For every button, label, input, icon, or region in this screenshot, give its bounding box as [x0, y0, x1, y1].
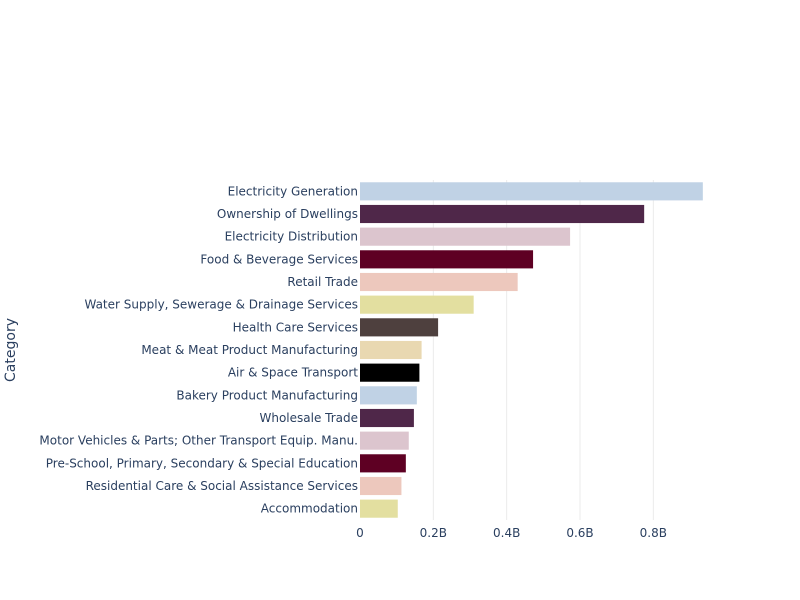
x-tick-label: 0.4B [493, 526, 520, 540]
bar[interactable] [360, 227, 571, 246]
y-tick-label: Pre-School, Primary, Secondary & Special… [46, 456, 358, 470]
y-tick-label: Meat & Meat Product Manufacturing [141, 343, 358, 357]
bar[interactable] [360, 363, 420, 382]
x-tick-labels: 0 0.2B 0.4B 0.6B 0.8B [356, 526, 667, 540]
y-tick-label: Ownership of Dwellings [217, 207, 358, 221]
y-tick-label: Electricity Distribution [225, 230, 358, 244]
y-tick-label: Bakery Product Manufacturing [176, 388, 358, 402]
x-tick-label: 0.6B [566, 526, 593, 540]
y-tick-label: Residential Care & Social Assistance Ser… [86, 479, 358, 493]
bar[interactable] [360, 272, 518, 292]
x-tick-label: 0.2B [420, 526, 447, 540]
bar[interactable] [360, 295, 474, 314]
bar[interactable] [360, 204, 645, 224]
bar[interactable] [360, 340, 422, 360]
y-axis-title: Category [3, 318, 19, 382]
bar[interactable] [360, 431, 409, 450]
y-tick-label: Food & Beverage Services [200, 252, 358, 266]
bar[interactable] [360, 182, 703, 201]
bar[interactable] [360, 499, 398, 518]
y-tick-label: Retail Trade [287, 275, 358, 289]
bar[interactable] [360, 408, 414, 428]
bar[interactable] [360, 454, 406, 473]
y-tick-label: Accommodation [261, 502, 358, 516]
y-tick-label: Air & Space Transport [228, 366, 358, 380]
y-tick-labels: Electricity Generation Ownership of Dwell… [39, 184, 358, 515]
bars-layer [360, 182, 703, 518]
x-tick-label: 0 [356, 526, 364, 540]
bar[interactable] [360, 476, 402, 496]
bar[interactable] [360, 318, 439, 337]
y-tick-label: Electricity Generation [228, 184, 358, 198]
x-tick-label: 0.8B [640, 526, 667, 540]
y-tick-label: Wholesale Trade [259, 411, 358, 425]
y-tick-label: Water Supply, Sewerage & Drainage Servic… [84, 298, 358, 312]
bar[interactable] [360, 250, 534, 269]
bar[interactable] [360, 386, 417, 405]
y-tick-label: Motor Vehicles & Parts; Other Transport … [39, 434, 358, 448]
y-tick-label: Health Care Services [233, 320, 358, 334]
